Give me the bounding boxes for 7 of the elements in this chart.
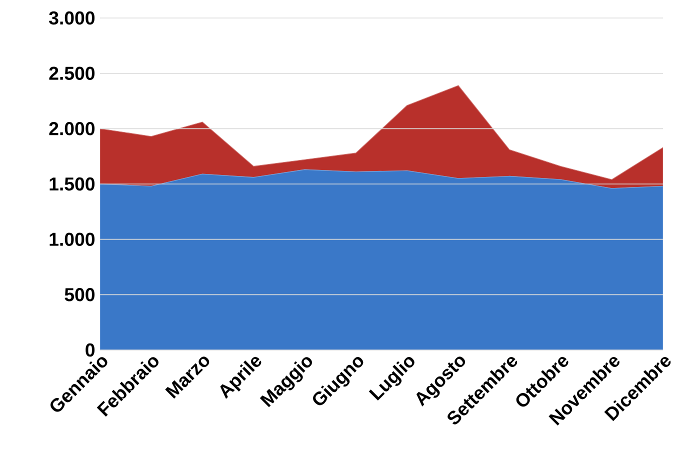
y-tick-label: 500 <box>64 288 95 302</box>
y-tick-label: 2.500 <box>49 66 95 80</box>
y-tick-label: 1.000 <box>50 232 95 246</box>
y-tick-label: 1.500 <box>50 177 95 191</box>
y-tick-label: 2.000 <box>49 122 95 136</box>
y-tick-label: 3.000 <box>49 11 95 25</box>
y-tick-label: 0 <box>86 343 95 357</box>
